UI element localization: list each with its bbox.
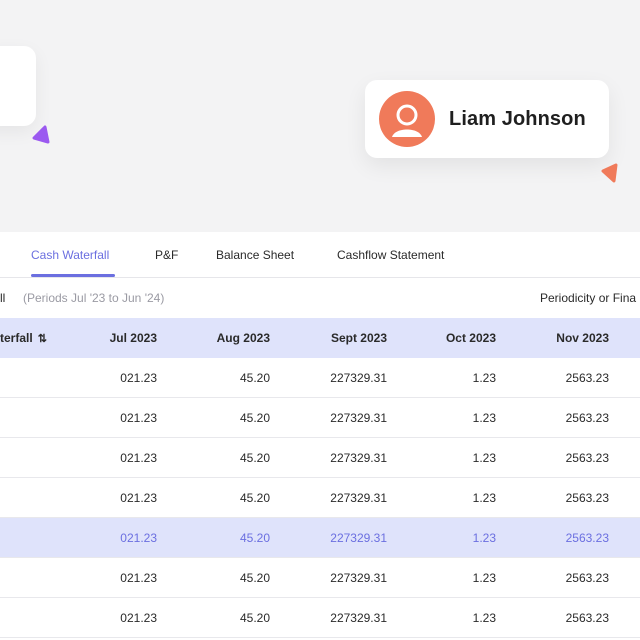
table-row[interactable]: 021.23 45.20 227329.31 1.23 2563.23 xyxy=(0,478,640,518)
table-cell: 227329.31 xyxy=(330,490,387,505)
table-cell: 227329.31 xyxy=(330,450,387,465)
tab-cash-waterfall[interactable]: Cash Waterfall xyxy=(31,248,110,262)
table-cell: 1.23 xyxy=(472,370,496,385)
column-header-nov-2023[interactable]: Nov 2023 xyxy=(556,331,609,345)
column-header-sept-2023[interactable]: Sept 2023 xyxy=(330,331,387,345)
table-cell: 2563.23 xyxy=(565,410,609,425)
table-cell: 2563.23 xyxy=(565,570,609,585)
table-cell: 45.20 xyxy=(239,450,270,465)
table-cell: 45.20 xyxy=(239,570,270,585)
table-cell: 2563.23 xyxy=(565,610,609,625)
decorative-triangle-icon xyxy=(32,125,50,144)
table-cell: 1.23 xyxy=(472,570,496,585)
tab-balance-sheet[interactable]: Balance Sheet xyxy=(216,248,295,262)
table-cell: 45.20 xyxy=(239,490,270,505)
user-name: Liam Johnson xyxy=(449,107,586,130)
avatar xyxy=(379,91,435,147)
table-cell: 2563.23 xyxy=(565,370,609,385)
table-cell: 021.23 xyxy=(120,410,157,425)
report-title: ll xyxy=(0,291,6,305)
column-header-waterfall[interactable]: terfall ⇅ xyxy=(0,318,47,358)
table-row[interactable]: 021.23 45.20 227329.31 1.23 2563.23 xyxy=(0,398,640,438)
table-cell: 45.20 xyxy=(239,530,270,545)
table-cell: 021.23 xyxy=(120,530,157,545)
table-header: terfall ⇅ Jul 2023 Aug 2023 Sept 2023 Oc… xyxy=(0,318,640,358)
column-header-label: terfall xyxy=(0,331,33,345)
user-card[interactable]: Liam Johnson xyxy=(365,80,609,158)
report-panel: Cash Waterfall P&F Balance Sheet Cashflo… xyxy=(0,232,640,640)
table-cell: 2563.23 xyxy=(565,490,609,505)
column-header-aug-2023[interactable]: Aug 2023 xyxy=(216,331,270,345)
table-cell: 2563.23 xyxy=(565,450,609,465)
table-cell: 1.23 xyxy=(472,450,496,465)
report-tabs: Cash Waterfall P&F Balance Sheet Cashflo… xyxy=(0,232,640,278)
cash-waterfall-table: terfall ⇅ Jul 2023 Aug 2023 Sept 2023 Oc… xyxy=(0,318,640,638)
table-cell: 227329.31 xyxy=(330,530,387,545)
tab-cashflow-statement[interactable]: Cashflow Statement xyxy=(337,248,445,262)
table-body: 021.23 45.20 227329.31 1.23 2563.23 021.23 45.… xyxy=(0,358,640,638)
table-cell: 227329.31 xyxy=(330,370,387,385)
table-row[interactable]: 021.23 45.20 227329.31 1.23 2563.23 xyxy=(0,438,640,478)
table-cell: 45.20 xyxy=(239,410,270,425)
tab-pf[interactable]: P&F xyxy=(155,248,179,262)
column-header-oct-2023[interactable]: Oct 2023 xyxy=(445,331,496,345)
sort-arrows-icon[interactable]: ⇅ xyxy=(37,332,47,345)
table-cell: 1.23 xyxy=(472,530,496,545)
periodicity-selector[interactable]: Periodicity or Fina xyxy=(540,291,637,305)
table-cell: 1.23 xyxy=(472,490,496,505)
table-cell: 1.23 xyxy=(472,610,496,625)
table-cell: 45.20 xyxy=(239,370,270,385)
report-subheader: ll (Periods Jul '23 to Jun '24) Periodic… xyxy=(0,278,640,318)
table-cell: 2563.23 xyxy=(565,530,609,545)
table-cell: 227329.31 xyxy=(330,410,387,425)
table-cell: 45.20 xyxy=(239,610,270,625)
table-cell: 021.23 xyxy=(120,490,157,505)
column-header-jul-2023[interactable]: Jul 2023 xyxy=(109,331,157,345)
user-icon xyxy=(392,104,422,137)
table-cell: 021.23 xyxy=(120,570,157,585)
table-cell: 227329.31 xyxy=(330,610,387,625)
partial-card xyxy=(0,46,36,126)
period-range: (Periods Jul '23 to Jun '24) xyxy=(23,291,165,305)
table-cell: 021.23 xyxy=(120,370,157,385)
active-tab-indicator xyxy=(31,274,115,277)
table-row[interactable]: 021.23 45.20 227329.31 1.23 2563.23 xyxy=(0,558,640,598)
table-row[interactable]: 021.23 45.20 227329.31 1.23 2563.23 xyxy=(0,598,640,638)
table-row[interactable]: 021.23 45.20 227329.31 1.23 2563.23 xyxy=(0,518,640,558)
decorative-triangle-icon xyxy=(601,163,618,183)
table-cell: 021.23 xyxy=(120,450,157,465)
table-cell: 227329.31 xyxy=(330,570,387,585)
table-cell: 021.23 xyxy=(120,610,157,625)
table-cell: 1.23 xyxy=(472,410,496,425)
table-row[interactable]: 021.23 45.20 227329.31 1.23 2563.23 xyxy=(0,358,640,398)
